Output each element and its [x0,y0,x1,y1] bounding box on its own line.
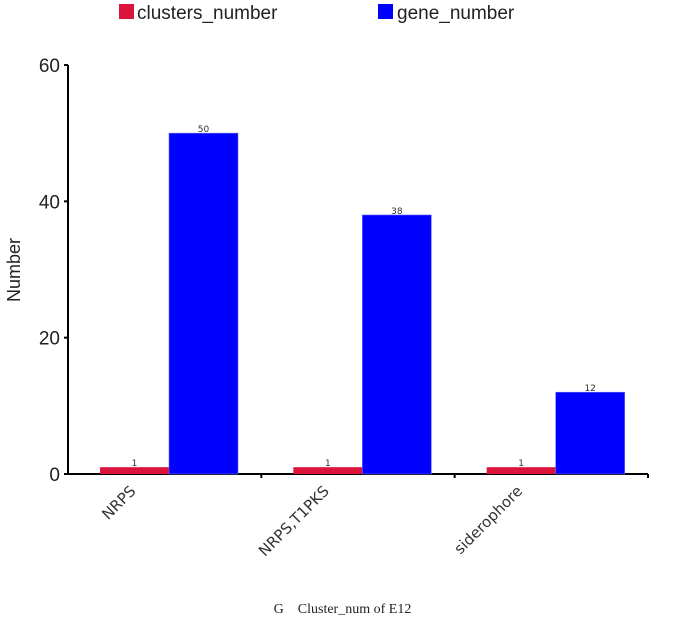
x-tick-label: siderophore [450,482,526,558]
y-axis-label: Number [4,238,24,302]
legend-label: clusters_number [137,3,278,24]
y-tick-label: 60 [39,56,60,77]
y-tick-label: 40 [39,192,60,213]
legend-swatch-clusters-number [119,4,134,19]
y-tick-label: 0 [49,465,60,486]
bar-value-label: 50 [198,125,210,135]
bar-gene-number [362,214,432,475]
bar-clusters-number [486,467,556,474]
bar-value-label: 1 [325,459,331,469]
bar-gene-number [168,132,239,475]
y-tick-label: 20 [39,329,60,350]
category-labels: NRPS NRPS,T1PKS siderophore [98,482,526,560]
bar-value-label: 12 [584,384,595,394]
bar-clusters-number [293,467,363,474]
bar-value-label: 38 [391,207,403,217]
figure-caption: G Cluster_num of E12 [273,602,412,617]
legend-label: gene_number [397,3,515,24]
legend-swatch-gene-number [378,4,393,19]
bar-clusters-number [100,467,169,474]
x-tick-label: NRPS [98,482,139,523]
bar-value-label: 1 [518,459,524,469]
bars: 1 50 1 38 1 12 [100,125,625,475]
legend: clusters_number gene_number [119,3,515,24]
bar-value-label: 1 [132,459,138,469]
bar-gene-number [555,391,625,475]
axes: 0 20 40 60 Number [4,56,649,486]
x-tick-label: NRPS,T1PKS [255,482,333,560]
